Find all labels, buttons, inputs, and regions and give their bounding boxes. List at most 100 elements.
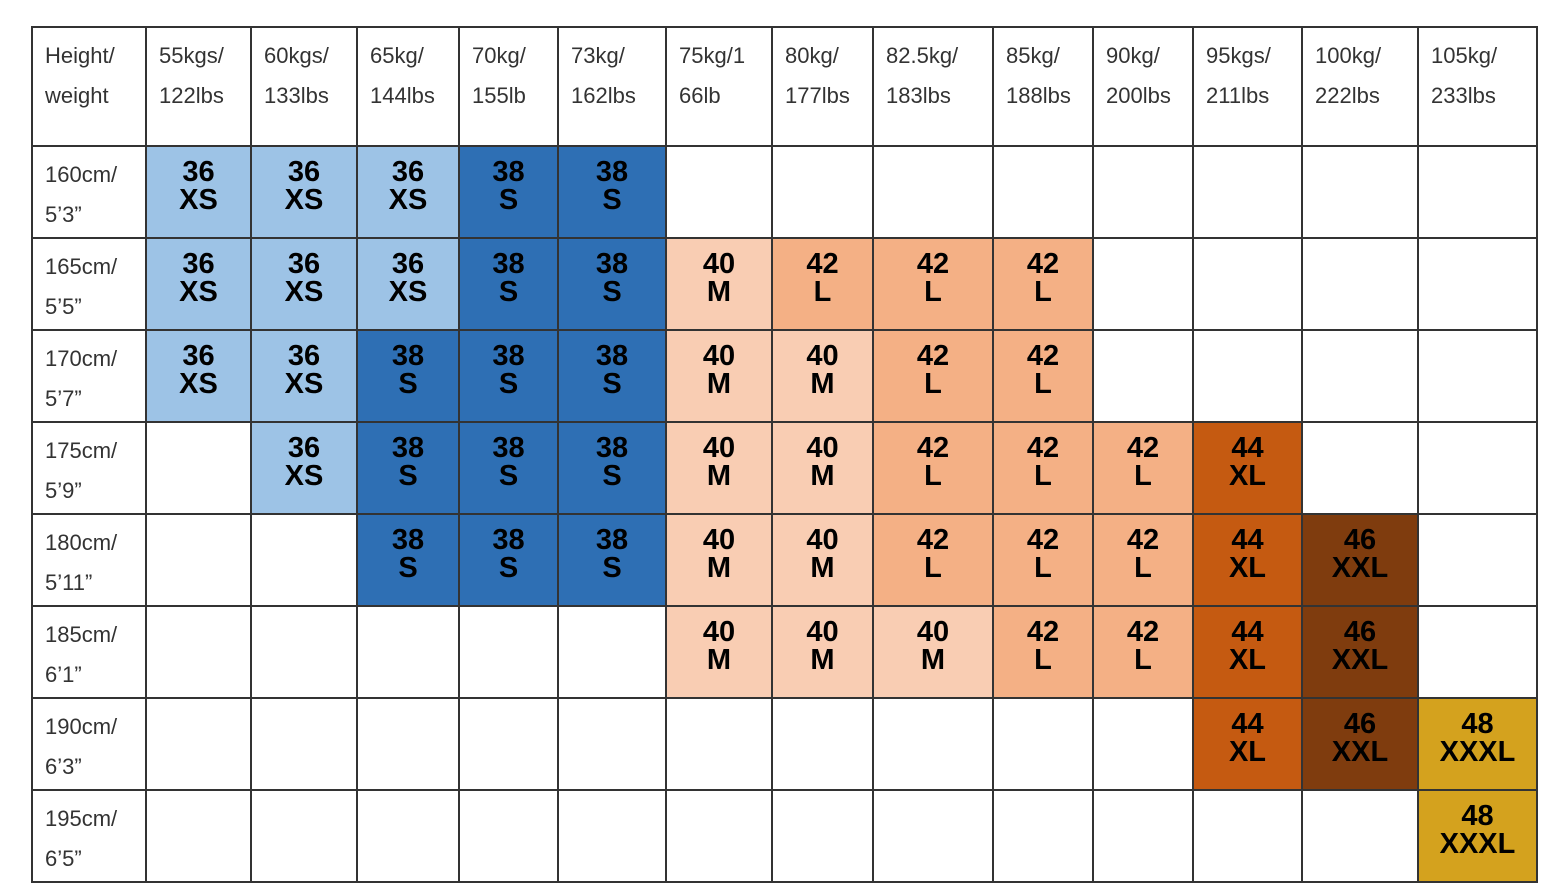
- size-label: S: [398, 552, 418, 584]
- size-cell: [1417, 237, 1538, 331]
- size-cell: [771, 697, 874, 791]
- size-number: 38: [391, 524, 425, 556]
- size-cell: [1417, 605, 1538, 699]
- height-label-line: 5’5”: [45, 294, 82, 319]
- size-number: 38: [492, 432, 525, 464]
- header-label-line: 66lb: [679, 83, 721, 108]
- size-label: XS: [388, 184, 428, 216]
- size-label: M: [706, 552, 732, 584]
- size-label: S: [398, 368, 418, 400]
- size-cell: [145, 789, 252, 883]
- height-label-line: 6’5”: [45, 846, 82, 871]
- size-cell: [356, 789, 460, 883]
- size-number: 40: [702, 524, 736, 556]
- size-number: 36: [391, 248, 425, 280]
- size-number: 42: [916, 248, 950, 280]
- size-label: S: [498, 276, 519, 308]
- height-label-line: 6’1”: [45, 662, 82, 687]
- height-cell: 165cm/5’5”: [31, 237, 147, 331]
- header-label-line: 73kg/: [571, 43, 625, 68]
- size-cell: 42 L: [771, 237, 874, 331]
- size-cell: 42 L: [1092, 605, 1194, 699]
- size-number: 46: [1343, 616, 1377, 648]
- size-cell: 46 XXL: [1301, 697, 1419, 791]
- header-row: Height/weight 55kgs/122lbs 60kgs/133lbs 65k…: [31, 26, 1538, 147]
- size-label: XXL: [1331, 644, 1389, 676]
- size-cell: 36 XS: [250, 329, 358, 423]
- size-cell: 40 M: [665, 329, 773, 423]
- size-cell: [1092, 697, 1194, 791]
- header-cell: 82.5kg/183lbs: [872, 26, 994, 147]
- size-label: XS: [284, 460, 324, 492]
- size-number: 36: [287, 340, 321, 372]
- size-cell: [1301, 329, 1419, 423]
- header-cell: 70kg/155lb: [458, 26, 559, 147]
- size-label: M: [810, 460, 835, 492]
- size-cell: [1092, 329, 1194, 423]
- header-cell: 85kg/188lbs: [992, 26, 1094, 147]
- size-row: 165cm/5’5” 36 XS 36 XS 36 XS 38 S 38 S 40 M 42 L 42 L 42 L: [31, 237, 1538, 331]
- header-cell: 60kgs/133lbs: [250, 26, 358, 147]
- size-number: 38: [595, 156, 629, 188]
- size-number: 48: [1461, 800, 1494, 832]
- header-label-line: 95kgs/: [1206, 43, 1271, 68]
- size-cell: [771, 145, 874, 239]
- size-row: 160cm/5’3” 36 XS 36 XS 36 XS 38 S 38 S: [31, 145, 1538, 239]
- size-cell: 42 L: [992, 237, 1094, 331]
- size-cell: [665, 697, 773, 791]
- size-label: L: [1134, 644, 1152, 676]
- header-label: 73kg/162lbs: [559, 28, 665, 116]
- height-cell: 180cm/5’11”: [31, 513, 147, 607]
- height-label-line: 185cm/: [45, 622, 118, 647]
- size-number: 40: [702, 432, 736, 464]
- size-cell: 46 XXL: [1301, 513, 1419, 607]
- size-number: 40: [806, 340, 839, 372]
- header-label-line: 70kg/: [472, 43, 526, 68]
- size-label: S: [602, 552, 622, 584]
- size-label: S: [498, 552, 519, 584]
- size-number: 36: [182, 248, 215, 280]
- header-label-line: 188lbs: [1006, 83, 1071, 108]
- size-label: XS: [388, 276, 428, 308]
- size-row: 170cm/5’7” 36 XS 36 XS 38 S 38 S 38 S 40 M 40 M 42 L 42 L: [31, 329, 1538, 423]
- size-row: 195cm/6’5” 48 XXXL: [31, 789, 1538, 883]
- size-number: 38: [492, 524, 525, 556]
- header-label-line: 183lbs: [886, 83, 951, 108]
- header-cell: Height/weight: [31, 26, 147, 147]
- size-label: M: [706, 368, 732, 400]
- size-cell: 42 L: [872, 329, 994, 423]
- header-cell: 73kg/162lbs: [557, 26, 667, 147]
- size-cell: 40 M: [771, 605, 874, 699]
- size-cell: 38 S: [557, 237, 667, 331]
- header-label-line: 100kg/: [1315, 43, 1382, 68]
- size-cell: 40 M: [665, 237, 773, 331]
- height-cell: 195cm/6’5”: [31, 789, 147, 883]
- size-cell: 40 M: [665, 605, 773, 699]
- size-number: 48: [1461, 708, 1494, 740]
- size-cell: [1092, 789, 1194, 883]
- size-label: L: [924, 368, 942, 400]
- header-cell: 80kg/177lbs: [771, 26, 874, 147]
- size-cell: [1301, 789, 1419, 883]
- size-cell: [250, 605, 358, 699]
- size-cell: [1301, 145, 1419, 239]
- size-number: 38: [492, 248, 525, 280]
- header-label: 95kgs/211lbs: [1194, 28, 1301, 116]
- size-label: XS: [284, 184, 324, 216]
- size-number: 42: [916, 524, 950, 556]
- size-cell: [1092, 145, 1194, 239]
- height-label-line: 5’9”: [45, 478, 82, 503]
- size-cell: [665, 145, 773, 239]
- size-cell: [1192, 789, 1303, 883]
- size-number: 36: [287, 156, 321, 188]
- size-cell: [992, 789, 1094, 883]
- size-cell: 36 XS: [250, 237, 358, 331]
- size-cell: [458, 789, 559, 883]
- header-cell: 75kg/1 66lb: [665, 26, 773, 147]
- height-cell: 190cm/6’3”: [31, 697, 147, 791]
- size-number: 40: [806, 524, 839, 556]
- height-label-line: 160cm/: [45, 162, 118, 187]
- header-label-line: 60kgs/: [264, 43, 329, 68]
- height-label: 165cm/5’5”: [33, 239, 145, 327]
- size-label: S: [498, 184, 519, 216]
